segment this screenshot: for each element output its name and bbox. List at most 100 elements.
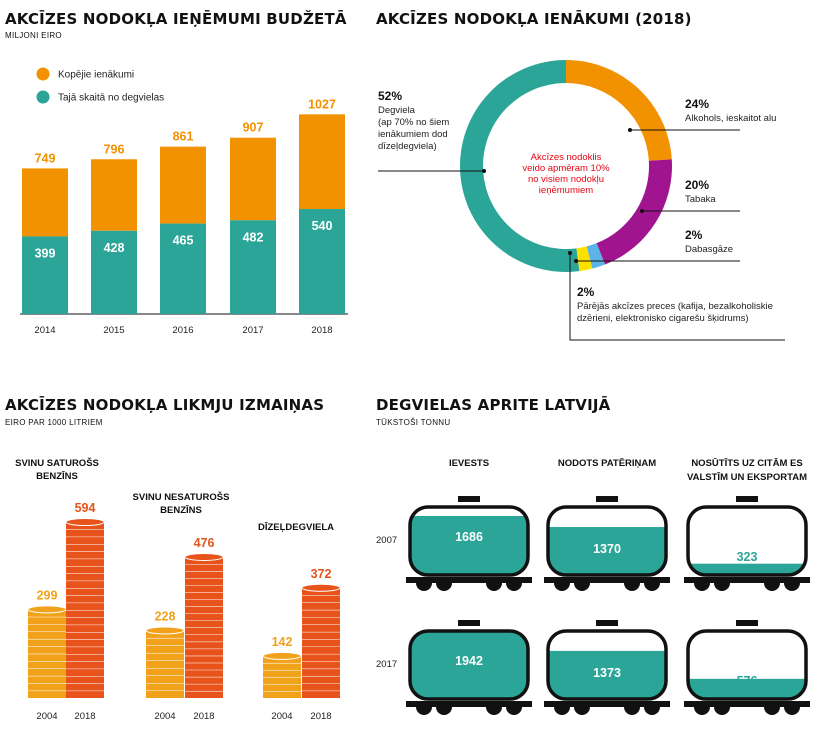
coin-value-label-3-2018: 372 (311, 567, 332, 581)
bar-fuel-label-2016: 465 (173, 234, 194, 248)
coin-2-2018-18 (185, 571, 223, 579)
coin-group-name-2-2: BENZĪNS (160, 505, 202, 516)
tank-fill-2007-3 (688, 563, 806, 575)
tank-wheel-2017-2-4 (644, 707, 660, 715)
coin-2-2004-5 (146, 660, 184, 668)
tank-wheel-2017-2-2 (574, 707, 590, 715)
tank-wheel-2017-2-1 (554, 707, 570, 715)
tank-wheel-2007-1-4 (506, 583, 522, 591)
coin-group-name-1-2: BENZĪNS (36, 471, 78, 482)
tank-wheel-2007-2-3 (624, 583, 640, 591)
bar-total-2018 (299, 114, 345, 210)
coin-1-2004-10 (28, 624, 66, 632)
tank-wheel-2007-2-2 (574, 583, 590, 591)
callout-dot-1 (482, 169, 486, 173)
bar-fuel-2017 (230, 220, 276, 314)
tank-wheel-2017-2-3 (624, 707, 640, 715)
x-tick-label-2016: 2016 (172, 325, 193, 336)
x-tick-label-2015: 2015 (103, 325, 124, 336)
donut-label-pct-2: 24% (685, 97, 709, 111)
tank-chassis-2017-1 (406, 701, 532, 707)
tank-wheel-2017-3-4 (784, 707, 800, 715)
donut-label-text-1-2: (ap 70% no šiem (378, 117, 449, 128)
donut-label-text-5-1: Pārējās akcīzes preces (kafija, bezalkoh… (577, 301, 773, 312)
bar-total-label-2017: 907 (243, 121, 264, 135)
tank-chassis-2017-2 (544, 701, 670, 707)
bar-fuel-2016 (160, 223, 206, 314)
callout-dot-5 (568, 251, 572, 255)
coin-1-2018-18 (66, 565, 104, 574)
donut-slice-3 (586, 243, 606, 269)
callout-dot-4 (574, 259, 578, 263)
tank-wheel-2007-3-4 (784, 583, 800, 591)
tank-value-label-2017-3: 576 (737, 674, 758, 688)
tank-hatch-2007-2 (596, 496, 618, 502)
donut-label-text-2-1: Alkohols, ieskaitot alu (685, 113, 776, 124)
bar-fuel-2015 (91, 230, 137, 314)
coin-2-2018-7 (185, 648, 223, 656)
tank-wheel-2017-1-3 (486, 707, 502, 715)
bar-total-label-2016: 861 (173, 130, 194, 144)
x-tick-label-2018: 2018 (311, 325, 332, 336)
revenue-bar-chart: Kopējie ienākumi Tajā skaitā no degvielas… (20, 67, 348, 336)
tank-chassis-2007-1 (406, 577, 532, 583)
tank-value-label-2007-2: 1370 (593, 542, 621, 556)
tank-wheel-2017-3-2 (714, 707, 730, 715)
tank-fill-2017-2 (548, 650, 666, 699)
tank-wheel-2017-1-1 (416, 707, 432, 715)
coin-2-2018-8 (185, 641, 223, 649)
tank-body-2007-2 (546, 505, 668, 577)
tank-hatch-2007-1 (458, 496, 480, 502)
tank-value-label-2017-2: 1373 (593, 666, 621, 680)
coin-stack-chart: SVINU SATUROŠS BENZĪNS 299 2004 594 2018 SVINU… (15, 457, 341, 722)
donut-label-text-1-3: ienākumiem dod (378, 129, 448, 140)
tank-wheel-2007-1-3 (486, 583, 502, 591)
coin-2-2018-2 (185, 683, 223, 691)
bar-fuel-label-2017: 482 (243, 230, 264, 244)
tank-wheel-2007-1-2 (436, 583, 452, 591)
coin-1-2004-6 (28, 653, 66, 662)
coin-3-2004-5 (263, 662, 301, 670)
coin-1-2004-8 (28, 638, 66, 647)
bar-total-2014 (22, 168, 68, 237)
coin-1-2018-12 (66, 609, 104, 618)
coin-1-2018-15 (66, 587, 104, 596)
coin-value-label-2-2004: 228 (155, 609, 176, 623)
coin-1-2018-21 (66, 543, 104, 552)
tank-fill-2017-1 (410, 631, 528, 699)
coin-2-2004-4 (146, 667, 184, 676)
panel-revenue-budget: AKCĪZES NODOKĻA IEŅĒMUMI BUDŽETĀ MILJONI… (0, 0, 370, 350)
coin-1-2004-4 (28, 668, 66, 676)
tank-value-label-2017-1: 1942 (455, 654, 483, 668)
donut-label-text-1-4: dīzeļdegviela) (378, 141, 437, 152)
coin-2-2018-13 (185, 606, 223, 614)
legend-label-1: Kopējie ienākumi (58, 70, 134, 81)
tank-wheel-2017-1-2 (436, 707, 452, 715)
coin-top-1-2004 (27, 605, 67, 614)
coin-1-2018-2 (66, 683, 104, 691)
donut-title: AKCĪZES NODOKĻA IENĀKUMI (2018) (376, 10, 692, 28)
tank-wheel-2007-2-1 (554, 583, 570, 591)
coin-1-2004-9 (28, 631, 66, 639)
coin-3-2004-1 (263, 690, 301, 698)
tank-chassis-2007-3 (684, 577, 810, 583)
tank-hatch-2007-3 (736, 496, 758, 502)
tank-body-2017-1 (408, 629, 530, 701)
coin-1-2018-7 (66, 646, 104, 654)
tank-column-header-1-1: IEVESTS (449, 458, 489, 469)
tank-wagon-chart: IEVESTS NODOTS PATĒRIŅAM NOSŪTĪTS UZ CITĀM… (376, 458, 810, 715)
coin-3-2018-7 (302, 646, 340, 654)
tank-fill-2007-1 (410, 515, 528, 575)
coin-3-2018-2 (302, 683, 340, 691)
tank-wheel-2007-3-1 (694, 583, 710, 591)
coin-2-2018-6 (185, 655, 223, 663)
coin-2-2018-5 (185, 662, 223, 670)
donut-label-pct-4: 2% (685, 228, 703, 242)
donut-center-text-2: veido apmēram 10% (522, 163, 610, 174)
legend-label-2: Tajā skaitā no degvielas (58, 93, 164, 104)
coin-2-2004-1 (146, 690, 184, 698)
coin-top-3-2004 (262, 651, 302, 660)
coin-1-2004-11 (28, 616, 66, 625)
donut-center-text-4: ieņēmumiem (539, 185, 593, 196)
